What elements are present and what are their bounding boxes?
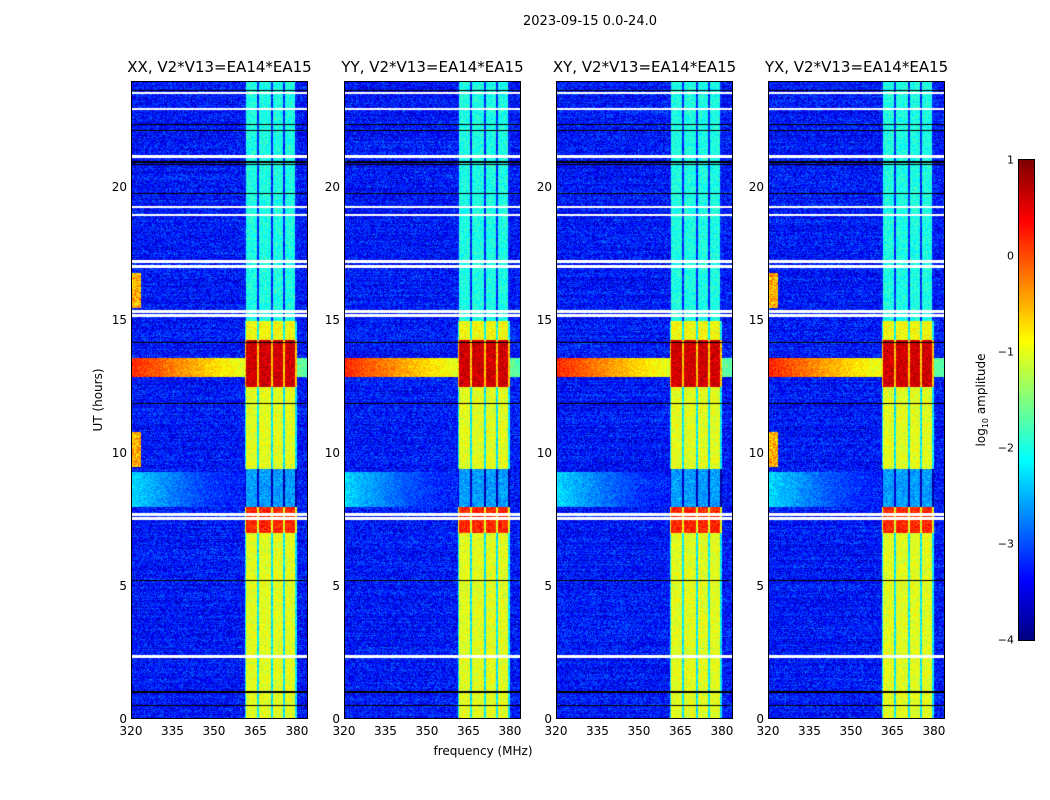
y-tick-label: 5 xyxy=(544,579,552,594)
panel-title: YX, V2*V13=EA14*EA15 xyxy=(764,58,949,76)
x-tick-label: 365 xyxy=(669,724,692,738)
colorbar xyxy=(1018,159,1035,641)
y-tick-label: 20 xyxy=(111,180,127,195)
spectrogram-heatmap xyxy=(345,82,520,718)
y-tick-label: 20 xyxy=(748,180,764,195)
x-tick-label: 350 xyxy=(627,724,651,738)
figure-title: 2023-09-15 0.0-24.0 xyxy=(523,14,657,29)
y-tick-label: 15 xyxy=(536,313,552,328)
colorbar-tick-label: 0 xyxy=(1007,249,1014,263)
x-tick-label: 350 xyxy=(202,724,226,738)
x-tick-label: 320 xyxy=(544,724,568,738)
y-tick-label: 15 xyxy=(748,313,764,328)
x-tick-label: 320 xyxy=(332,724,356,738)
x-tick-label: 335 xyxy=(161,724,184,738)
x-axis-label: frequency (MHz) xyxy=(433,744,533,758)
colorbar-tick-label: −4 xyxy=(997,633,1014,647)
spectrogram-heatmap xyxy=(769,82,944,718)
spectrogram-panel xyxy=(556,81,733,719)
spectrogram-panel xyxy=(344,81,521,719)
x-tick-label: 365 xyxy=(457,724,480,738)
y-tick-label: 5 xyxy=(332,579,340,594)
x-tick-label: 335 xyxy=(374,724,397,738)
y-tick-label: 15 xyxy=(324,313,340,328)
y-tick-label: 0 xyxy=(119,712,127,726)
y-tick-label: 10 xyxy=(748,446,764,461)
x-tick-label: 320 xyxy=(756,724,780,738)
y-tick-label: 15 xyxy=(111,313,127,328)
y-axis-label: UT (hours) xyxy=(91,368,105,432)
spectrogram-heatmap xyxy=(132,82,307,718)
y-tick-label: 0 xyxy=(332,712,340,726)
colorbar-tick-label: −3 xyxy=(997,537,1014,551)
y-tick-label: 20 xyxy=(536,180,552,195)
y-tick-label: 5 xyxy=(756,579,764,594)
colorbar-tick-label: −1 xyxy=(997,345,1014,359)
y-tick-label: 20 xyxy=(324,180,340,195)
y-tick-label: 0 xyxy=(544,712,552,726)
panel-title: XX, V2*V13=EA14*EA15 xyxy=(127,58,312,76)
spectrogram-panel xyxy=(131,81,308,719)
spectrogram-panel xyxy=(768,81,945,719)
y-tick-label: 10 xyxy=(111,446,127,461)
y-tick-label: 10 xyxy=(536,446,552,461)
colorbar-tick-label: 1 xyxy=(1007,153,1014,167)
x-tick-label: 380 xyxy=(285,724,309,738)
x-tick-label: 365 xyxy=(881,724,904,738)
colorbar-tick-label: −2 xyxy=(997,441,1014,455)
x-tick-label: 335 xyxy=(798,724,821,738)
spectrogram-heatmap xyxy=(557,82,732,718)
x-tick-label: 380 xyxy=(710,724,734,738)
x-tick-label: 335 xyxy=(586,724,609,738)
x-tick-label: 365 xyxy=(244,724,267,738)
x-tick-label: 350 xyxy=(415,724,439,738)
x-tick-label: 380 xyxy=(498,724,522,738)
x-tick-label: 320 xyxy=(119,724,143,738)
y-tick-label: 10 xyxy=(324,446,340,461)
y-tick-label: 5 xyxy=(119,579,127,594)
x-tick-label: 380 xyxy=(922,724,946,738)
x-tick-label: 350 xyxy=(839,724,863,738)
panel-title: YY, V2*V13=EA14*EA15 xyxy=(341,58,524,76)
colorbar-label: log10 amplitude xyxy=(973,353,991,447)
panel-title: XY, V2*V13=EA14*EA15 xyxy=(552,58,737,76)
y-tick-label: 0 xyxy=(756,712,764,726)
